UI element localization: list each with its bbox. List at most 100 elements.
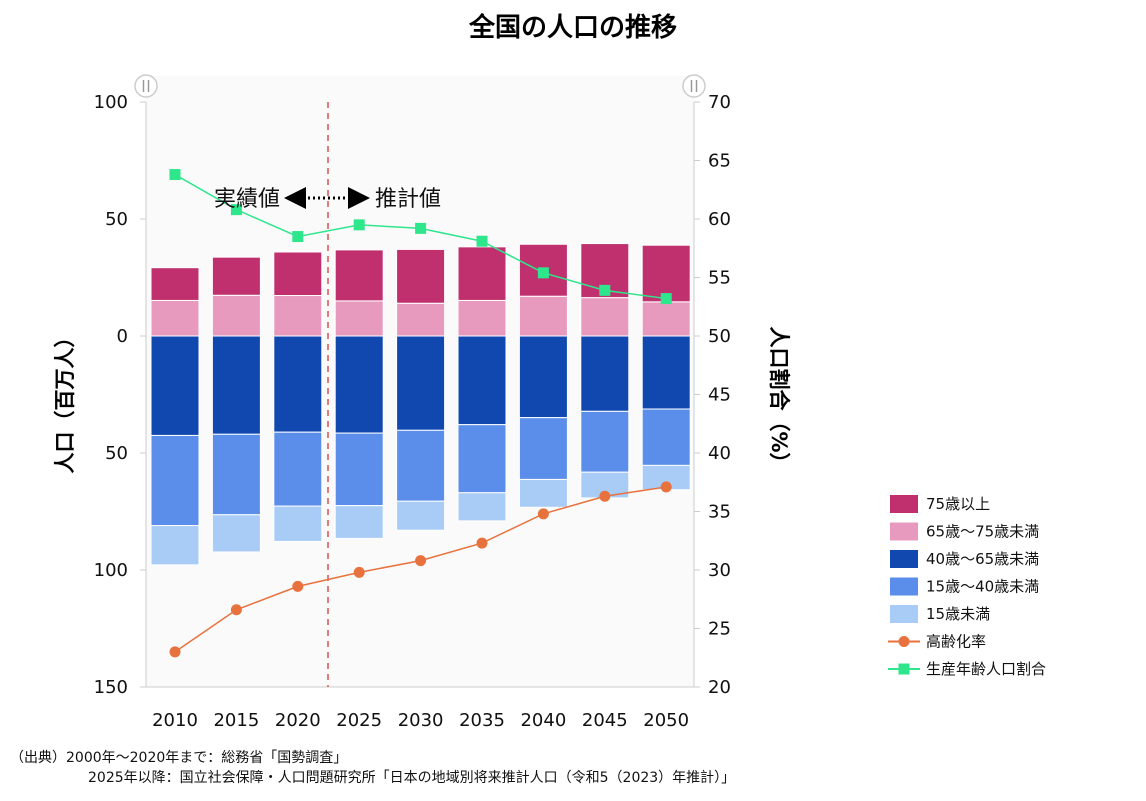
legend-label: 65歳～75歳未満 bbox=[926, 523, 1039, 541]
bar-segment bbox=[580, 410, 630, 473]
line-point bbox=[415, 555, 427, 567]
x-tick-label: 2050 bbox=[643, 710, 689, 731]
bar-segment bbox=[211, 433, 261, 516]
chart-title: 全国の人口の推移 bbox=[468, 12, 677, 43]
bar-segment bbox=[150, 267, 200, 301]
bar-segment bbox=[150, 299, 200, 337]
bar-segment bbox=[334, 505, 384, 539]
bar-segment bbox=[518, 478, 568, 508]
right-tick-label: 20 bbox=[708, 677, 731, 698]
line-point bbox=[169, 646, 181, 658]
bar-segment bbox=[580, 335, 630, 412]
left-axis-label: 人口（百万人） bbox=[53, 327, 77, 474]
forecast-label: 推計値 bbox=[375, 187, 441, 212]
source-line-1: （出典）2000年～2020年まで：総務省「国勢調査」 bbox=[10, 750, 348, 766]
bar-segment bbox=[273, 431, 323, 507]
line-layer bbox=[169, 169, 672, 658]
bar-segment bbox=[150, 434, 200, 527]
bar-segment bbox=[457, 492, 507, 522]
line-point bbox=[353, 566, 365, 578]
bar-segment bbox=[150, 525, 200, 566]
left-tick-label: 0 bbox=[117, 326, 128, 347]
x-tick-label: 2025 bbox=[336, 710, 382, 731]
right-tick-label: 60 bbox=[708, 209, 731, 230]
bar-segment bbox=[641, 408, 691, 466]
bar-segment bbox=[580, 297, 630, 337]
bar-segment bbox=[518, 295, 568, 337]
legend-label: 生産年齢人口割合 bbox=[926, 660, 1046, 678]
legend-marker bbox=[898, 663, 910, 675]
source-line-2: 2025年以降：国立社会保障・人口問題研究所「日本の地域別将来推計人口（令和5（… bbox=[88, 770, 736, 786]
line-point bbox=[230, 604, 242, 616]
line-point bbox=[353, 219, 365, 231]
line-point bbox=[292, 580, 304, 592]
bar-segment bbox=[211, 294, 261, 337]
line-point bbox=[476, 537, 488, 549]
legend-label: 75歳以上 bbox=[926, 495, 990, 513]
actual-label: 実績値 bbox=[214, 187, 280, 212]
bar-segment bbox=[273, 335, 323, 433]
bar-segment bbox=[211, 335, 261, 435]
line-point bbox=[599, 284, 611, 296]
bar-segment bbox=[396, 248, 446, 304]
left-tick-label: 150 bbox=[94, 677, 128, 698]
line-point bbox=[660, 481, 672, 493]
right-tick-label: 40 bbox=[708, 443, 731, 464]
left-tick-label: 50 bbox=[105, 443, 128, 464]
x-axis: 2010 2015 2020 2025 2030 2035 2040 2045 2050 bbox=[152, 710, 689, 731]
right-tick-label: 55 bbox=[708, 268, 731, 289]
bar-segment bbox=[273, 251, 323, 297]
right-tick-label: 45 bbox=[708, 385, 731, 406]
legend-label: 15歳未満 bbox=[926, 605, 990, 623]
right-tick-label: 25 bbox=[708, 619, 731, 640]
x-tick-label: 2045 bbox=[582, 710, 628, 731]
bar-segment bbox=[457, 299, 507, 337]
line-point bbox=[230, 204, 242, 216]
left-tick-label: 50 bbox=[105, 209, 128, 230]
right-axis: 70 65 60 55 50 45 40 35 30 25 20 bbox=[693, 92, 731, 698]
legend-label: 40歳～65歳未満 bbox=[926, 550, 1039, 568]
bar-segment bbox=[518, 417, 568, 480]
right-axis-label: 人口割合（%） bbox=[767, 326, 791, 473]
left-arrow-icon bbox=[284, 187, 306, 209]
left-scroll-handle[interactable] bbox=[134, 74, 158, 98]
right-scroll-handle[interactable] bbox=[682, 74, 706, 98]
bar-segment bbox=[457, 424, 507, 494]
bar-segment bbox=[396, 500, 446, 531]
bar-segment bbox=[641, 335, 691, 410]
line-point bbox=[169, 169, 181, 181]
bar-segment bbox=[396, 429, 446, 502]
x-tick-label: 2020 bbox=[275, 710, 321, 731]
legend-label: 高齢化率 bbox=[926, 633, 986, 651]
right-arrow-icon bbox=[348, 187, 370, 209]
bar-segment bbox=[457, 335, 507, 426]
bar-segment bbox=[334, 300, 384, 337]
legend-swatch bbox=[890, 605, 918, 623]
bar-segment bbox=[396, 335, 446, 431]
x-tick-label: 2035 bbox=[459, 710, 505, 731]
bar-segment bbox=[518, 335, 568, 419]
legend-swatch bbox=[890, 495, 918, 513]
legend-swatch bbox=[890, 577, 918, 596]
legend-swatch bbox=[890, 550, 918, 568]
line-point bbox=[660, 293, 672, 305]
legend-swatch bbox=[890, 522, 918, 541]
source-note: （出典）2000年～2020年まで：総務省「国勢調査」 2025年以降：国立社会… bbox=[10, 748, 735, 788]
bar-segment bbox=[211, 514, 261, 553]
line-point bbox=[537, 508, 549, 520]
bar-layer bbox=[150, 243, 691, 566]
legend: 75歳以上 65歳～75歳未満 40歳～65歳未満 15歳～40歳未満 15歳未満高齢化… bbox=[888, 495, 1046, 678]
line-point bbox=[476, 235, 488, 247]
left-axis: 100 50 0 50 100 150 bbox=[94, 92, 694, 698]
left-tick-label: 100 bbox=[94, 92, 128, 113]
line-point bbox=[415, 222, 427, 234]
bar-segment bbox=[150, 335, 200, 436]
bar-segment bbox=[457, 246, 507, 301]
period-annotation: 実績値 推計値 bbox=[214, 187, 441, 212]
line-point bbox=[599, 490, 611, 502]
x-tick-label: 2010 bbox=[152, 710, 198, 731]
legend-label: 15歳～40歳未満 bbox=[926, 578, 1039, 596]
bar-segment bbox=[211, 256, 261, 296]
x-tick-label: 2030 bbox=[398, 710, 444, 731]
